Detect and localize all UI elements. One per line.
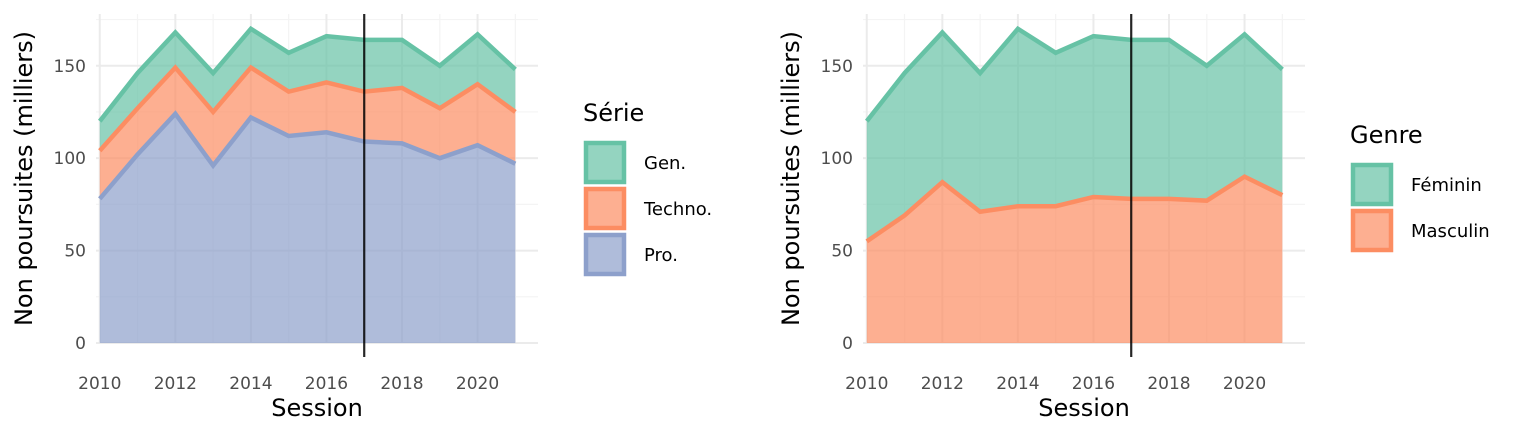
legend-title: Genre (1350, 121, 1423, 149)
x-tick-label: 2020 (1223, 374, 1266, 394)
legend-label-Féminin: Féminin (1411, 175, 1482, 196)
legend-key-Féminin (1350, 162, 1394, 207)
x-tick-label: 2020 (456, 374, 499, 394)
x-tick-label: 2016 (305, 374, 348, 394)
legend: Série Gen. Techno. Pro. (583, 99, 712, 277)
x-axis-title: Session (1038, 394, 1130, 422)
legend: Genre Féminin Masculin (1350, 121, 1490, 253)
x-tick-label: 2016 (1072, 374, 1115, 394)
y-tick-label: 100 (54, 149, 86, 169)
legend-label-Techno.: Techno. (643, 199, 712, 220)
y-tick-label: 0 (842, 334, 853, 354)
legend-label-Pro.: Pro. (644, 245, 678, 266)
y-axis-title: Non poursuites (milliers) (777, 31, 805, 326)
x-tick-label: 2012 (921, 374, 964, 394)
area-Masculin (866, 176, 1283, 343)
x-tick-label: 2014 (996, 374, 1039, 394)
legend-key-Pro. (583, 232, 627, 277)
x-tick-label: 2018 (1147, 374, 1190, 394)
area-Pro. (99, 113, 516, 343)
y-axis-title: Non poursuites (milliers) (10, 31, 38, 326)
legend-label-Gen.: Gen. (644, 153, 686, 174)
legend-label-Masculin: Masculin (1411, 221, 1490, 242)
x-axis-title: Session (271, 394, 363, 422)
line-Masculin (865, 174, 1284, 244)
y-tick-label: 150 (54, 57, 86, 77)
legend-title: Série (583, 99, 644, 127)
x-tick-label: 2010 (78, 374, 121, 394)
x-tick-label: 2010 (845, 374, 888, 394)
x-tick-label: 2012 (154, 374, 197, 394)
x-tick-label: 2014 (229, 374, 272, 394)
legend-key-Masculin (1350, 208, 1394, 253)
legend-key-Techno. (583, 186, 627, 231)
y-tick-label: 50 (64, 242, 86, 262)
x-tick-label: 2018 (380, 374, 423, 394)
y-tick-label: 150 (821, 57, 853, 77)
line-Féminin (865, 25, 1284, 123)
legend-key-Gen. (583, 140, 627, 185)
line-Gen. (98, 25, 517, 123)
y-tick-label: 0 (75, 334, 86, 354)
line-Techno. (98, 64, 517, 153)
area-Gen. (99, 28, 516, 151)
chart-panel-2: 0 50 100 150 2010 2012 2014 2016 2018 2020 Session… (777, 14, 1490, 422)
chart-panel-1: 0 50 100 150 2010 2012 2014 2016 2018 2020 Session… (10, 14, 712, 422)
y-tick-label: 100 (821, 149, 853, 169)
area-Féminin (866, 28, 1283, 242)
line-Pro. (98, 110, 517, 201)
y-tick-label: 50 (831, 242, 853, 262)
